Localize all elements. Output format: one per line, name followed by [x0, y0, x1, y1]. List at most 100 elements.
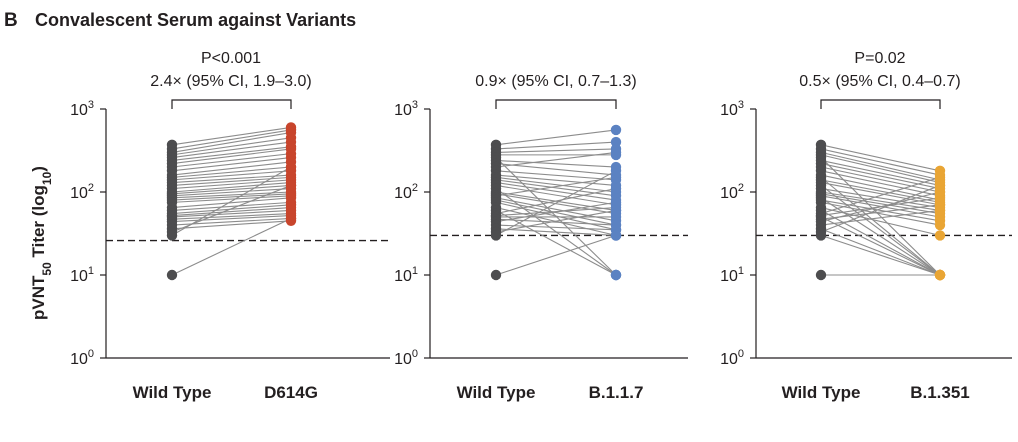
y-tick-label-base: 10 [70, 102, 88, 119]
pair-line [820, 209, 941, 276]
y-tick-label: 101 [394, 265, 418, 285]
pair-line [820, 216, 941, 276]
y-tick-label-base: 10 [720, 102, 738, 119]
pair-line [495, 170, 617, 181]
variant-point [934, 230, 946, 241]
baseline-point [166, 269, 178, 281]
y-tick-label-exponent: 1 [738, 265, 744, 277]
y-tick-label-base: 10 [394, 268, 412, 285]
pair-line [171, 184, 292, 195]
pair-line [820, 151, 941, 181]
pair-line [820, 228, 941, 276]
comparison-bracket [171, 99, 292, 109]
y-axis-label-rest: Titer (log [29, 185, 48, 262]
pair-line [495, 188, 617, 215]
pair-line [820, 159, 941, 186]
y-tick-label-exponent: 1 [412, 265, 418, 277]
pair-line [820, 193, 941, 215]
category-label: Wild Type [782, 383, 861, 402]
category-label: D614G [264, 383, 318, 402]
baseline-point [815, 230, 827, 241]
y-tick-label: 103 [394, 99, 418, 119]
pair-line [820, 176, 941, 276]
pair-line [820, 148, 941, 176]
pair-line [820, 174, 941, 201]
category-label: Wild Type [133, 383, 212, 402]
pair-line [820, 209, 941, 226]
y-tick-label: 102 [70, 182, 94, 202]
pair-line [171, 161, 292, 176]
fold-change-label: 0.9× (95% CI, 0.7–1.3) [475, 73, 636, 90]
y-tick-label-base: 10 [720, 185, 738, 202]
fold-change-label: 2.4× (95% CI, 1.9–3.0) [150, 73, 311, 90]
pair-line [495, 163, 617, 176]
pair-line [171, 132, 292, 153]
pair-line [171, 206, 292, 217]
variant-point [610, 269, 622, 281]
pair-line [171, 217, 292, 276]
variant-point [610, 205, 622, 216]
pair-line [820, 163, 941, 190]
category-label: B.1.1.7 [589, 383, 644, 402]
y-tick-label-base: 10 [720, 351, 738, 368]
chart-title: Convalescent Serum against Variants [35, 10, 356, 30]
variant-point [610, 124, 622, 136]
pair-line [171, 213, 292, 220]
panel-letter: B [4, 10, 18, 31]
y-tick-label-exponent: 0 [88, 348, 94, 360]
pair-line [495, 174, 617, 186]
variant-point [610, 165, 622, 177]
pair-line [495, 148, 617, 153]
baseline-point [490, 230, 502, 241]
pair-line [820, 154, 941, 184]
pair-line [820, 144, 941, 172]
pair-line [495, 170, 617, 236]
y-tick-label-base: 10 [720, 268, 738, 285]
variant-point [934, 180, 946, 191]
y-tick-label: 103 [70, 99, 94, 119]
y-tick-label-exponent: 3 [88, 99, 94, 111]
y-tick-label: 102 [394, 182, 418, 202]
pair-line [495, 176, 617, 197]
pair-line [495, 184, 617, 206]
pair-line [495, 201, 617, 223]
y-tick-label-base: 10 [394, 351, 412, 368]
y-tick-label-exponent: 2 [412, 182, 418, 194]
pair-line [820, 179, 941, 203]
pair-line [820, 234, 941, 276]
pair-line [171, 201, 292, 211]
y-axis-label-sub: 10 [40, 171, 54, 185]
pair-line [820, 166, 941, 193]
y-tick-label: 100 [720, 348, 744, 368]
pair-line [820, 199, 941, 222]
pair-line [495, 234, 617, 276]
pair-line [171, 220, 292, 230]
y-tick-label-exponent: 2 [88, 182, 94, 194]
y-tick-label-base: 10 [70, 185, 88, 202]
variant-point [934, 219, 946, 231]
category-label: B.1.351 [910, 383, 970, 402]
pair-line [171, 170, 292, 181]
pair-line [820, 197, 941, 276]
pair-line [171, 148, 292, 165]
pair-line [495, 209, 617, 233]
pair-line [171, 153, 292, 168]
y-axis-label-sub: 50 [40, 262, 54, 276]
variant-point [610, 147, 622, 158]
pair-line [171, 166, 292, 178]
pair-line [495, 228, 617, 236]
pair-line [495, 201, 617, 231]
comparison-bracket [820, 99, 941, 109]
y-tick-label-exponent: 0 [738, 348, 744, 360]
y-tick-label: 100 [70, 348, 94, 368]
pair-line [820, 184, 941, 276]
pair-line [820, 201, 941, 226]
y-tick-label-exponent: 3 [738, 99, 744, 111]
variant-point [285, 213, 297, 224]
y-tick-label-exponent: 2 [738, 182, 744, 194]
fold-change-label: 0.5× (95% CI, 0.4–0.7) [799, 73, 960, 90]
y-tick-label-base: 10 [70, 351, 88, 368]
pair-line [171, 188, 292, 197]
